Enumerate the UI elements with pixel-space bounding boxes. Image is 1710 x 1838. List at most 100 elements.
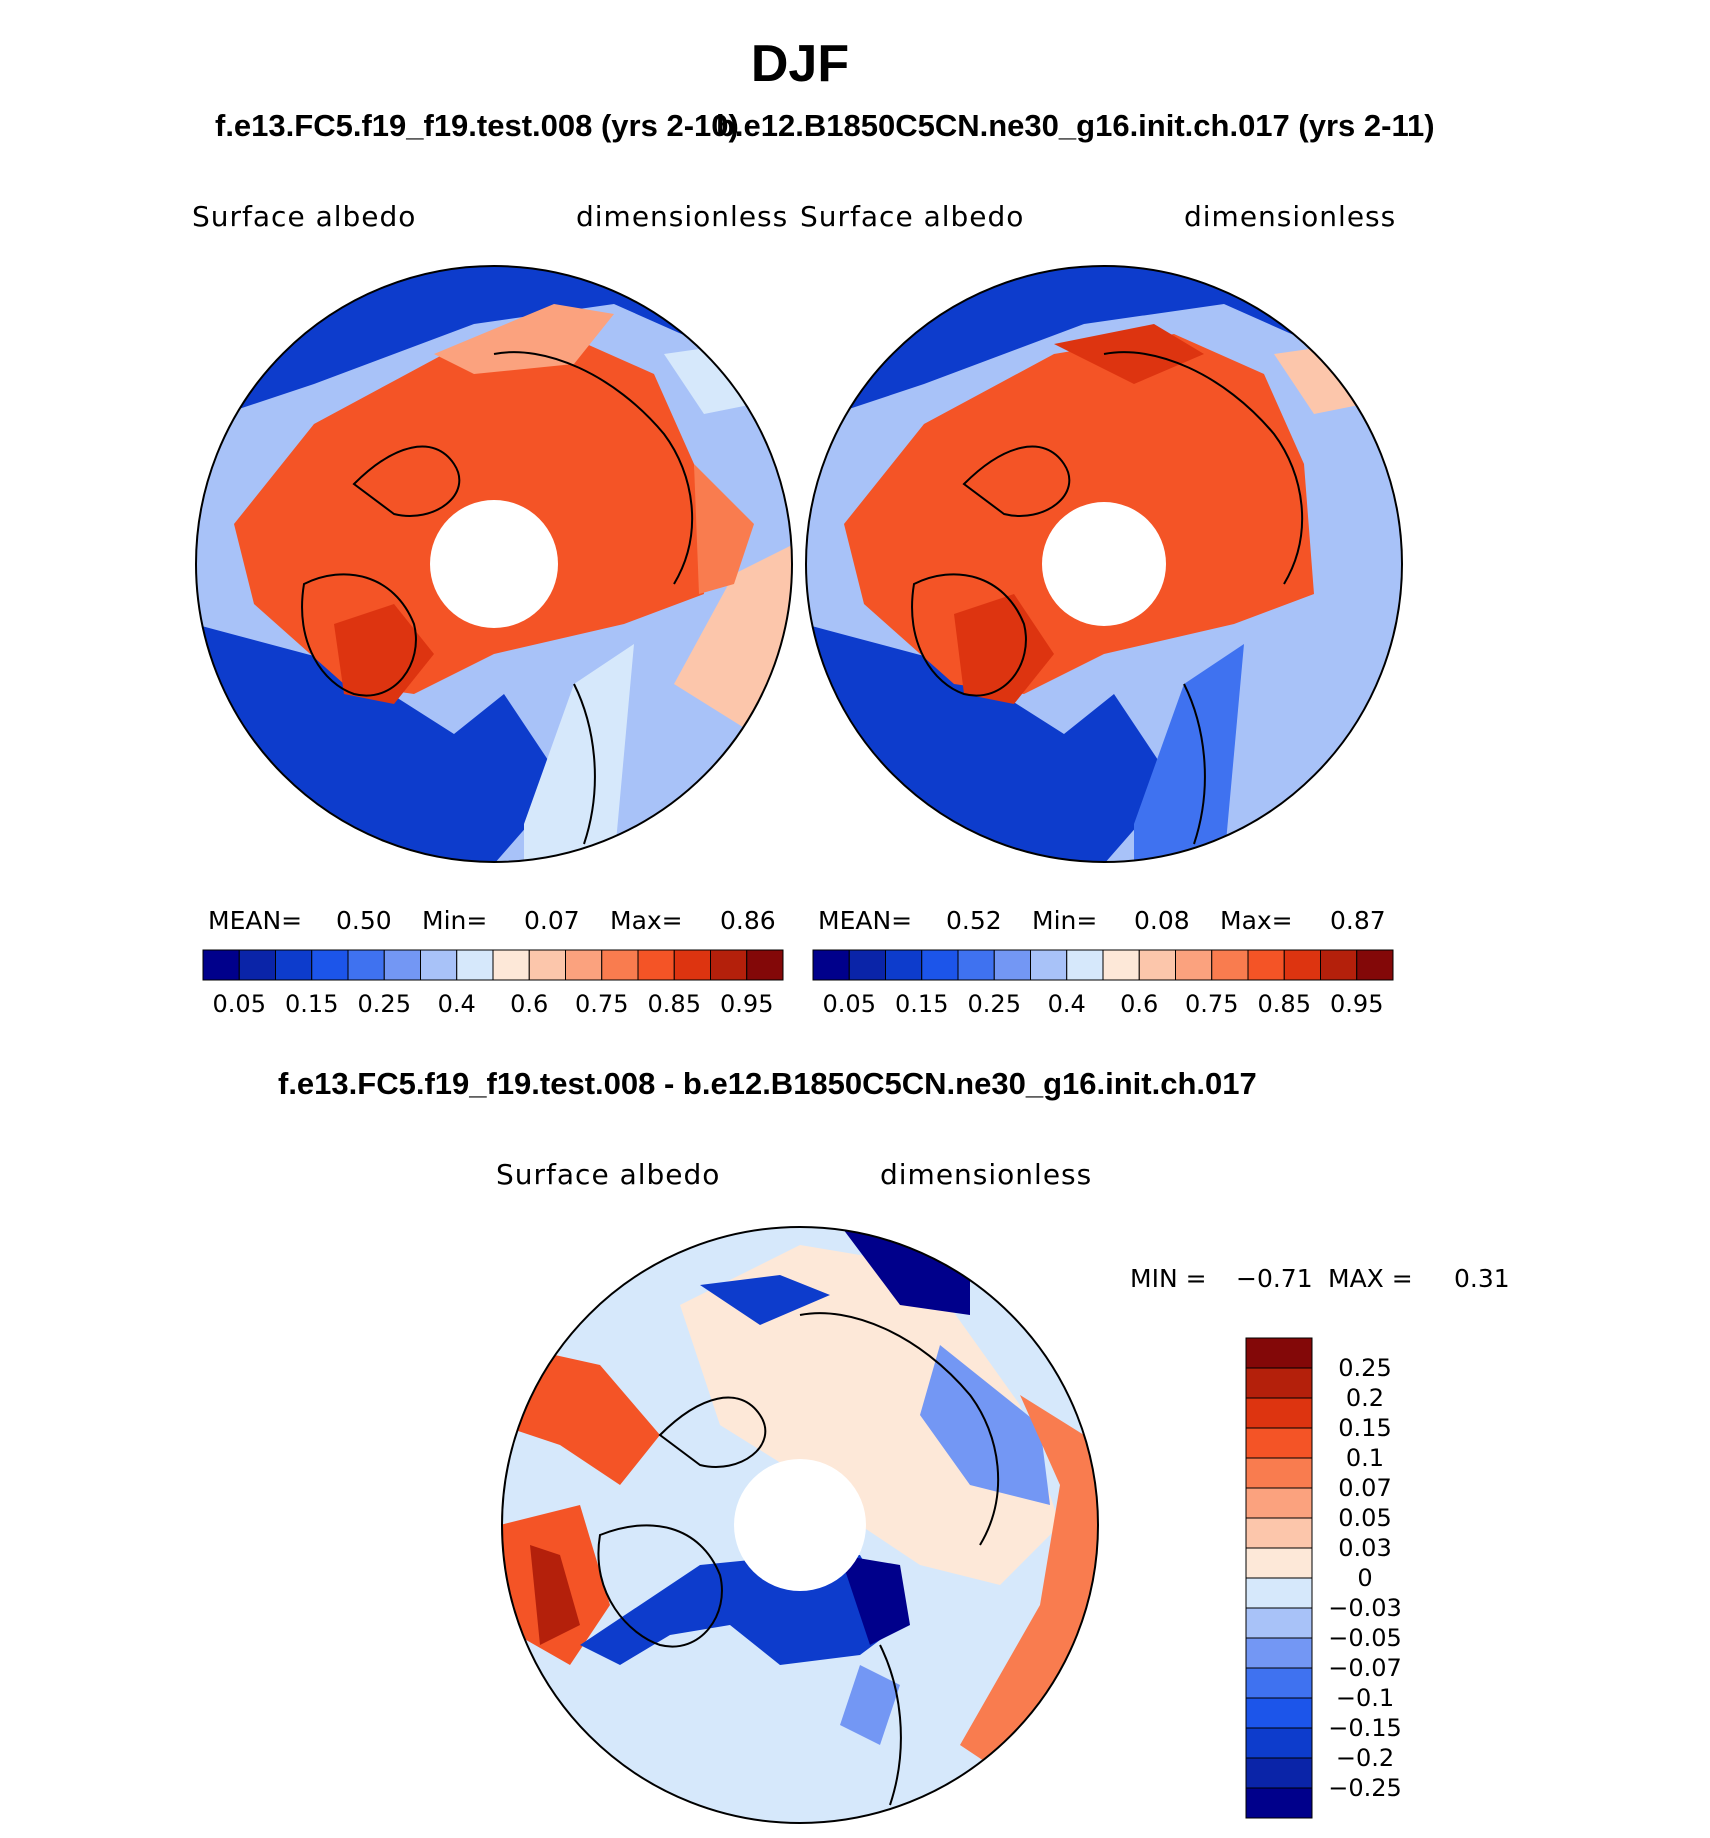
colorbar-tick-label: 0.85 (647, 990, 701, 1018)
colorbar-swatch (848, 949, 886, 981)
right-case-name: b.e12.B1850C5CN.ne30_g16.init.ch.017 (yr… (716, 108, 1435, 143)
colorbar-swatch (528, 949, 566, 981)
right-max-label: Max= (1220, 906, 1293, 935)
colorbar-tick-label: 0.75 (575, 990, 629, 1018)
colorbar-swatch (1247, 949, 1285, 981)
diff-panel-variable: Surface albedo (496, 1158, 721, 1191)
diff-case-name: f.e13.FC5.f19_f19.test.008 - b.e12.B1850… (278, 1066, 1257, 1101)
right-polar-map (805, 265, 1403, 863)
colorbar-tick-label: 0.05 (1338, 1504, 1392, 1532)
right-mean-value: 0.52 (946, 906, 1002, 935)
colorbar-swatch (565, 949, 603, 981)
colorbar-swatch (673, 949, 711, 981)
colorbar-tick-label: 0.95 (1330, 990, 1384, 1018)
colorbar-swatch (1245, 1397, 1313, 1429)
colorbar-swatch (1245, 1487, 1313, 1519)
colorbar-tick-label: 0.05 (822, 990, 876, 1018)
diff-colorbar (1245, 1337, 1313, 1819)
colorbar-tick-label: −0.1 (1335, 1684, 1395, 1712)
colorbar-tick-label: −0.15 (1328, 1714, 1402, 1742)
colorbar-swatch (1245, 1427, 1313, 1459)
colorbar-swatch (1102, 949, 1140, 981)
colorbar-tick-label: 0.15 (895, 990, 949, 1018)
colorbar-tick-label: 0.95 (720, 990, 774, 1018)
colorbar-swatch (812, 949, 850, 981)
colorbar-swatch (275, 949, 313, 981)
left-colorbar (202, 949, 784, 981)
colorbar-swatch (1245, 1697, 1313, 1729)
colorbar-swatch (1030, 949, 1068, 981)
colorbar-swatch (1245, 1757, 1313, 1789)
colorbar-swatch (1245, 1607, 1313, 1639)
colorbar-tick-label: 0.07 (1338, 1474, 1392, 1502)
colorbar-tick-label: 0.1 (1345, 1444, 1385, 1472)
colorbar-swatch (1245, 1787, 1313, 1819)
colorbar-swatch (1245, 1727, 1313, 1759)
left-case-name: f.e13.FC5.f19_f19.test.008 (yrs 2-10) (215, 108, 739, 143)
colorbar-tick-label: 0.03 (1338, 1534, 1392, 1562)
left-mean-value: 0.50 (336, 906, 392, 935)
colorbar-swatch (1320, 949, 1358, 981)
colorbar-swatch (1138, 949, 1176, 981)
left-panel-units: dimensionless (576, 200, 789, 233)
colorbar-tick-label: 0.15 (285, 990, 339, 1018)
right-min-label: Min= (1032, 906, 1098, 935)
colorbar-swatch (1066, 949, 1104, 981)
left-mean-label: MEAN= (208, 906, 303, 935)
colorbar-swatch (1245, 1367, 1313, 1399)
colorbar-swatch (383, 949, 421, 981)
colorbar-swatch (1245, 1667, 1313, 1699)
colorbar-swatch (456, 949, 494, 981)
right-panel-units: dimensionless (1184, 200, 1397, 233)
colorbar-tick-label: 0.25 (1338, 1354, 1392, 1382)
colorbar-tick-label: −0.05 (1328, 1624, 1402, 1652)
colorbar-swatch (420, 949, 458, 981)
figure-title: DJF (750, 35, 850, 93)
colorbar-swatch (885, 949, 923, 981)
colorbar-swatch (1245, 1637, 1313, 1669)
colorbar-swatch (238, 949, 276, 981)
colorbar-tick-label: 0.25 (357, 990, 411, 1018)
colorbar-swatch (492, 949, 530, 981)
colorbar-tick-label: 0.75 (1185, 990, 1239, 1018)
left-min-label: Min= (422, 906, 488, 935)
diff-max-label: MAX = (1328, 1264, 1413, 1293)
colorbar-tick-label: 0.6 (1120, 990, 1159, 1018)
left-max-label: Max= (610, 906, 683, 935)
right-panel-variable: Surface albedo (800, 200, 1025, 233)
left-min-value: 0.07 (524, 906, 580, 935)
colorbar-tick-label: −0.2 (1335, 1744, 1395, 1772)
right-colorbar (812, 949, 1394, 981)
colorbar-tick-label: 0.4 (1047, 990, 1086, 1018)
colorbar-swatch (957, 949, 995, 981)
left-polar-map (195, 265, 793, 863)
colorbar-swatch (746, 949, 784, 981)
diff-polar-map (501, 1226, 1099, 1824)
left-panel-variable: Surface albedo (192, 200, 417, 233)
colorbar-swatch (202, 949, 240, 981)
diff-min-label: MIN = (1130, 1264, 1207, 1293)
colorbar-swatch (921, 949, 959, 981)
colorbar-tick-label: 0.2 (1345, 1384, 1385, 1412)
colorbar-tick-label: 0.05 (212, 990, 266, 1018)
colorbar-swatch (311, 949, 349, 981)
colorbar-tick-label: 0.25 (967, 990, 1021, 1018)
colorbar-swatch (1245, 1337, 1313, 1369)
colorbar-swatch (1175, 949, 1213, 981)
colorbar-swatch (1283, 949, 1321, 981)
colorbar-swatch (1245, 1547, 1313, 1579)
right-mean-label: MEAN= (818, 906, 913, 935)
diff-colorbar-ticks: 0.25 0.2 0.15 0.1 0.07 0.05 0.03 0 −0.03 −0.05 −0.… (1320, 1338, 1440, 1818)
colorbar-swatch (1245, 1577, 1313, 1609)
colorbar-tick-label: 0.6 (510, 990, 549, 1018)
left-max-value: 0.86 (720, 906, 776, 935)
colorbar-swatch (1356, 949, 1394, 981)
colorbar-tick-label: −0.07 (1328, 1654, 1402, 1682)
colorbar-swatch (993, 949, 1031, 981)
diff-max-value: 0.31 (1454, 1264, 1510, 1293)
diff-panel-units: dimensionless (880, 1158, 1093, 1191)
colorbar-swatch (601, 949, 639, 981)
right-min-value: 0.08 (1134, 906, 1190, 935)
colorbar-swatch (1245, 1517, 1313, 1549)
colorbar-swatch (1211, 949, 1249, 981)
